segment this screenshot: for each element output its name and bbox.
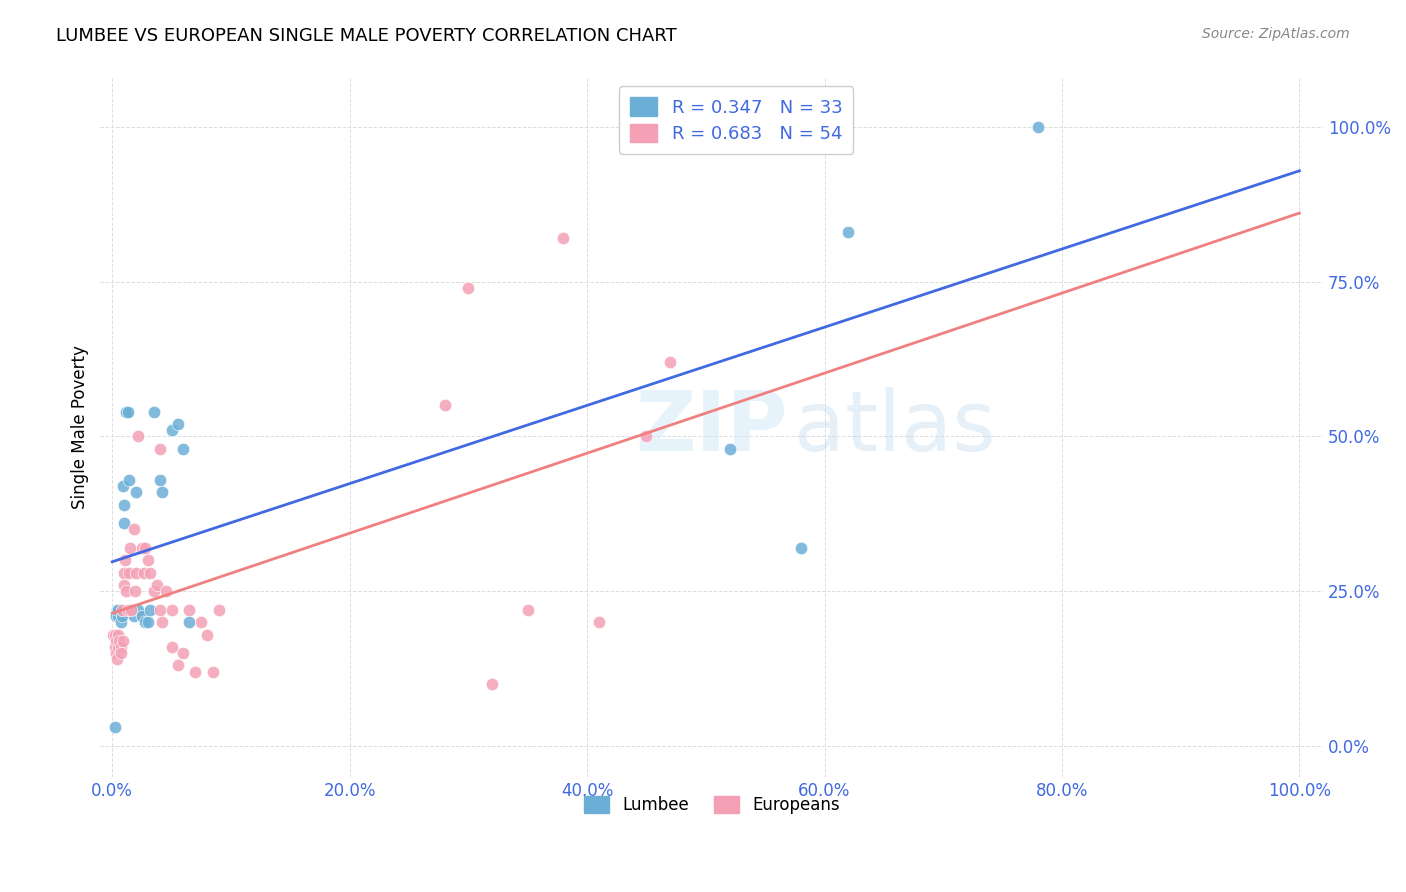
Point: [208, 603, 231, 617]
Point: [134, 615, 156, 629]
Point: [110, 640, 132, 654]
Point: [108, 633, 131, 648]
Point: [111, 633, 134, 648]
Point: [149, 473, 172, 487]
Point: [636, 429, 658, 443]
Text: Source: ZipAtlas.com: Source: ZipAtlas.com: [1202, 27, 1350, 41]
Point: [105, 603, 128, 617]
Point: [115, 584, 138, 599]
Point: [433, 399, 456, 413]
Point: [179, 615, 201, 629]
Point: [112, 498, 135, 512]
Point: [718, 442, 741, 456]
Point: [104, 627, 127, 641]
Point: [111, 609, 134, 624]
Point: [160, 423, 183, 437]
Point: [110, 646, 132, 660]
Point: [1026, 120, 1049, 134]
Point: [179, 603, 201, 617]
Text: atlas: atlas: [794, 386, 995, 467]
Point: [105, 652, 128, 666]
Point: [166, 417, 188, 431]
Y-axis label: Single Male Poverty: Single Male Poverty: [72, 345, 89, 509]
Point: [588, 615, 610, 629]
Point: [118, 541, 141, 555]
Point: [150, 615, 173, 629]
Point: [136, 615, 159, 629]
Point: [114, 553, 136, 567]
Point: [190, 615, 212, 629]
Point: [553, 231, 575, 245]
Point: [202, 665, 225, 679]
Point: [481, 677, 503, 691]
Point: [150, 485, 173, 500]
Point: [118, 566, 141, 580]
Point: [107, 609, 129, 624]
Point: [149, 442, 172, 456]
Point: [139, 603, 162, 617]
Point: [112, 516, 135, 530]
Point: [155, 584, 177, 599]
Point: [134, 566, 156, 580]
Point: [134, 541, 156, 555]
Point: [127, 429, 149, 443]
Point: [149, 603, 172, 617]
Point: [115, 405, 138, 419]
Point: [104, 633, 127, 648]
Point: [131, 609, 153, 624]
Point: [104, 609, 127, 624]
Point: [172, 646, 194, 660]
Point: [146, 578, 169, 592]
Point: [118, 473, 141, 487]
Point: [104, 640, 127, 654]
Point: [104, 720, 127, 734]
Point: [139, 566, 162, 580]
Point: [790, 541, 813, 555]
Point: [172, 442, 194, 456]
Point: [112, 578, 135, 592]
Point: [127, 603, 149, 617]
Point: [120, 603, 142, 617]
Point: [160, 603, 183, 617]
Point: [103, 627, 125, 641]
Point: [125, 566, 148, 580]
Point: [107, 603, 129, 617]
Point: [142, 584, 165, 599]
Point: [104, 646, 127, 660]
Point: [120, 603, 142, 617]
Point: [110, 615, 132, 629]
Point: [111, 603, 134, 617]
Point: [166, 658, 188, 673]
Point: [118, 603, 141, 617]
Point: [142, 405, 165, 419]
Point: [107, 627, 129, 641]
Point: [659, 355, 682, 369]
Text: ZIP: ZIP: [636, 386, 787, 467]
Legend: Lumbee, Europeans: Lumbee, Europeans: [574, 787, 849, 824]
Point: [125, 485, 148, 500]
Point: [112, 566, 135, 580]
Point: [184, 665, 207, 679]
Point: [160, 640, 183, 654]
Point: [837, 225, 859, 239]
Point: [131, 541, 153, 555]
Point: [136, 553, 159, 567]
Point: [195, 627, 218, 641]
Point: [117, 603, 139, 617]
Point: [516, 603, 538, 617]
Text: LUMBEE VS EUROPEAN SINGLE MALE POVERTY CORRELATION CHART: LUMBEE VS EUROPEAN SINGLE MALE POVERTY C…: [56, 27, 678, 45]
Point: [122, 609, 145, 624]
Point: [122, 522, 145, 536]
Point: [117, 405, 139, 419]
Point: [111, 479, 134, 493]
Point: [457, 281, 479, 295]
Point: [107, 640, 129, 654]
Point: [124, 584, 146, 599]
